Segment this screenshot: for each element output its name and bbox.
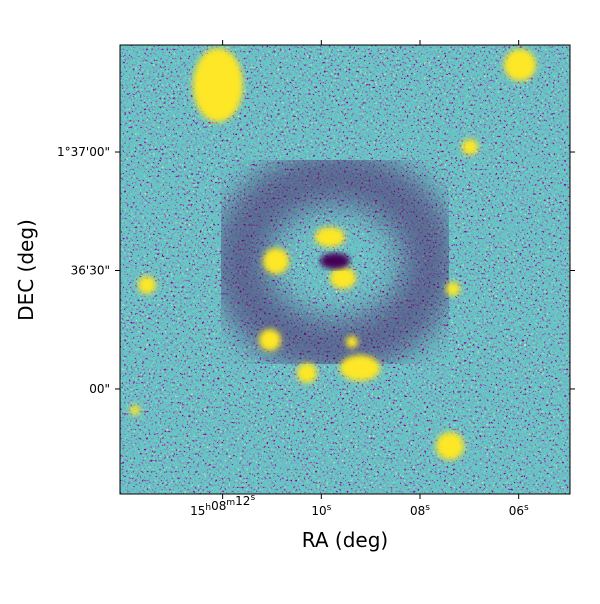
x-axis-label: RA (deg) — [302, 528, 388, 552]
image — [120, 45, 570, 494]
x-tick-label: 06s — [509, 503, 529, 518]
y-tick-label: 1°37'00" — [57, 145, 110, 159]
x-tick-label: 15h08m12s — [190, 493, 255, 518]
frame — [119, 44, 571, 495]
y-tick-label: 36'30" — [71, 263, 110, 277]
y-tick-label: 00" — [89, 382, 110, 396]
y-axis-label: DEC (deg) — [14, 219, 38, 321]
x-tick-label: 10s — [311, 503, 331, 518]
x-tick-label: 08s — [410, 503, 430, 518]
